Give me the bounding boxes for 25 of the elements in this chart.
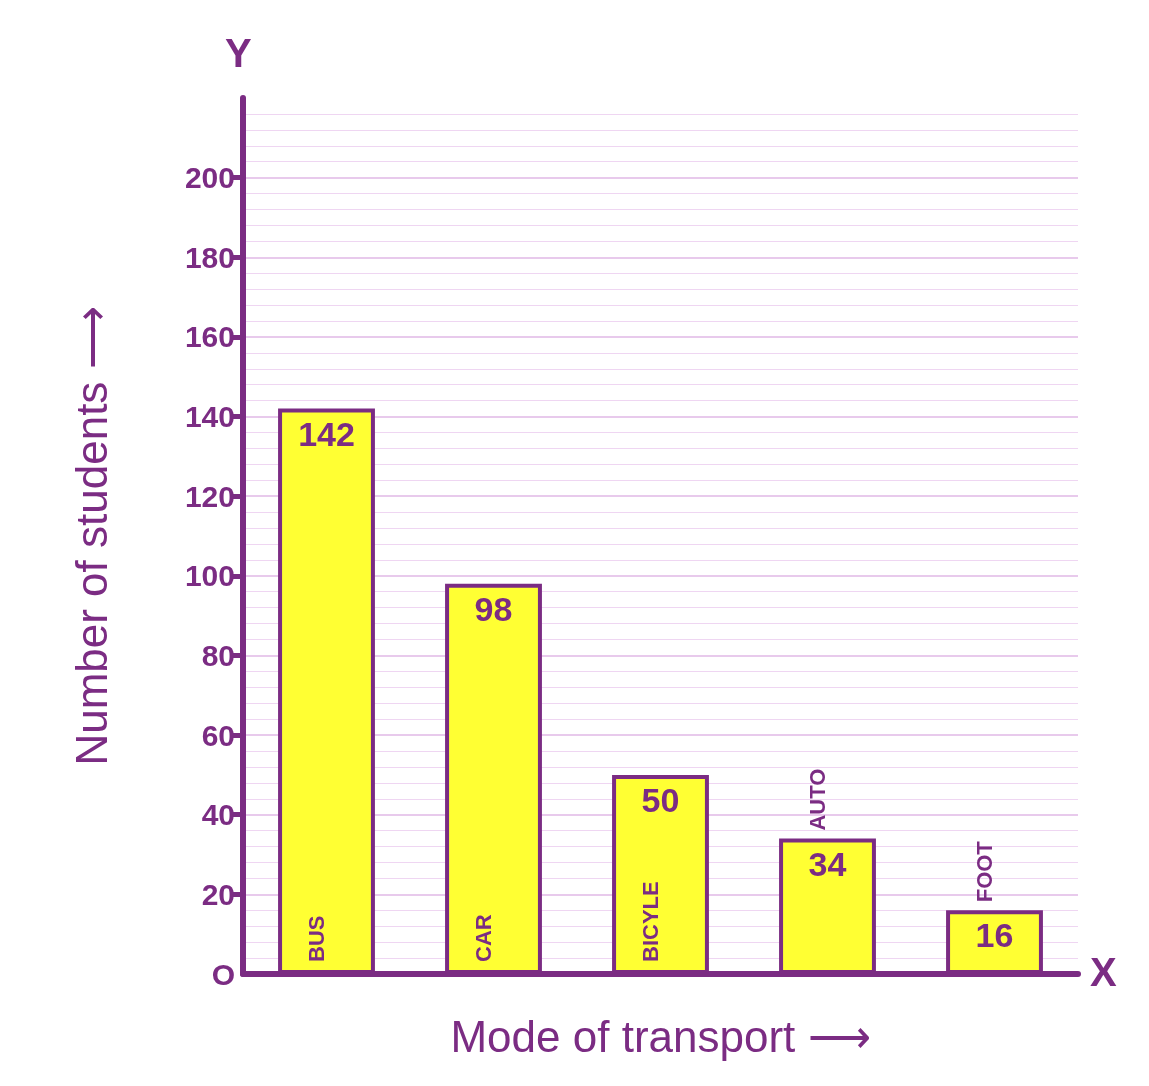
x-tick-label: FOOT: [972, 840, 997, 903]
y-tick-label: 100: [184, 559, 235, 593]
y-tick-label: 160: [184, 320, 235, 354]
data-label: 50: [641, 780, 680, 819]
y-tick-label: 20: [201, 877, 235, 911]
x-axis-title: Mode of transport ⟶: [450, 1011, 871, 1061]
data-label: 16: [975, 916, 1014, 955]
x-tick-label: AUTO: [805, 768, 830, 831]
y-tick-label: 140: [184, 400, 235, 434]
data-label: 34: [808, 844, 847, 883]
data-label: 98: [474, 589, 513, 628]
y-tick-label: 60: [201, 718, 235, 752]
y-axis-title: Number of students ⟶: [66, 306, 116, 766]
x-tick-label: BICYLE: [638, 881, 663, 962]
text: Y: [225, 31, 252, 75]
x-tick-label: CAR: [471, 914, 496, 962]
x-tick-label: BUS: [304, 915, 329, 962]
y-tick-label: 40: [201, 798, 235, 832]
y-tick-label: 180: [184, 240, 235, 274]
y-tick-label: 80: [201, 638, 235, 672]
y-tick-label: 120: [184, 479, 235, 513]
y-tick-label: O: [211, 957, 235, 991]
data-label: 142: [298, 414, 355, 453]
y-tick-label: 200: [184, 161, 235, 195]
text: X: [1090, 950, 1117, 994]
